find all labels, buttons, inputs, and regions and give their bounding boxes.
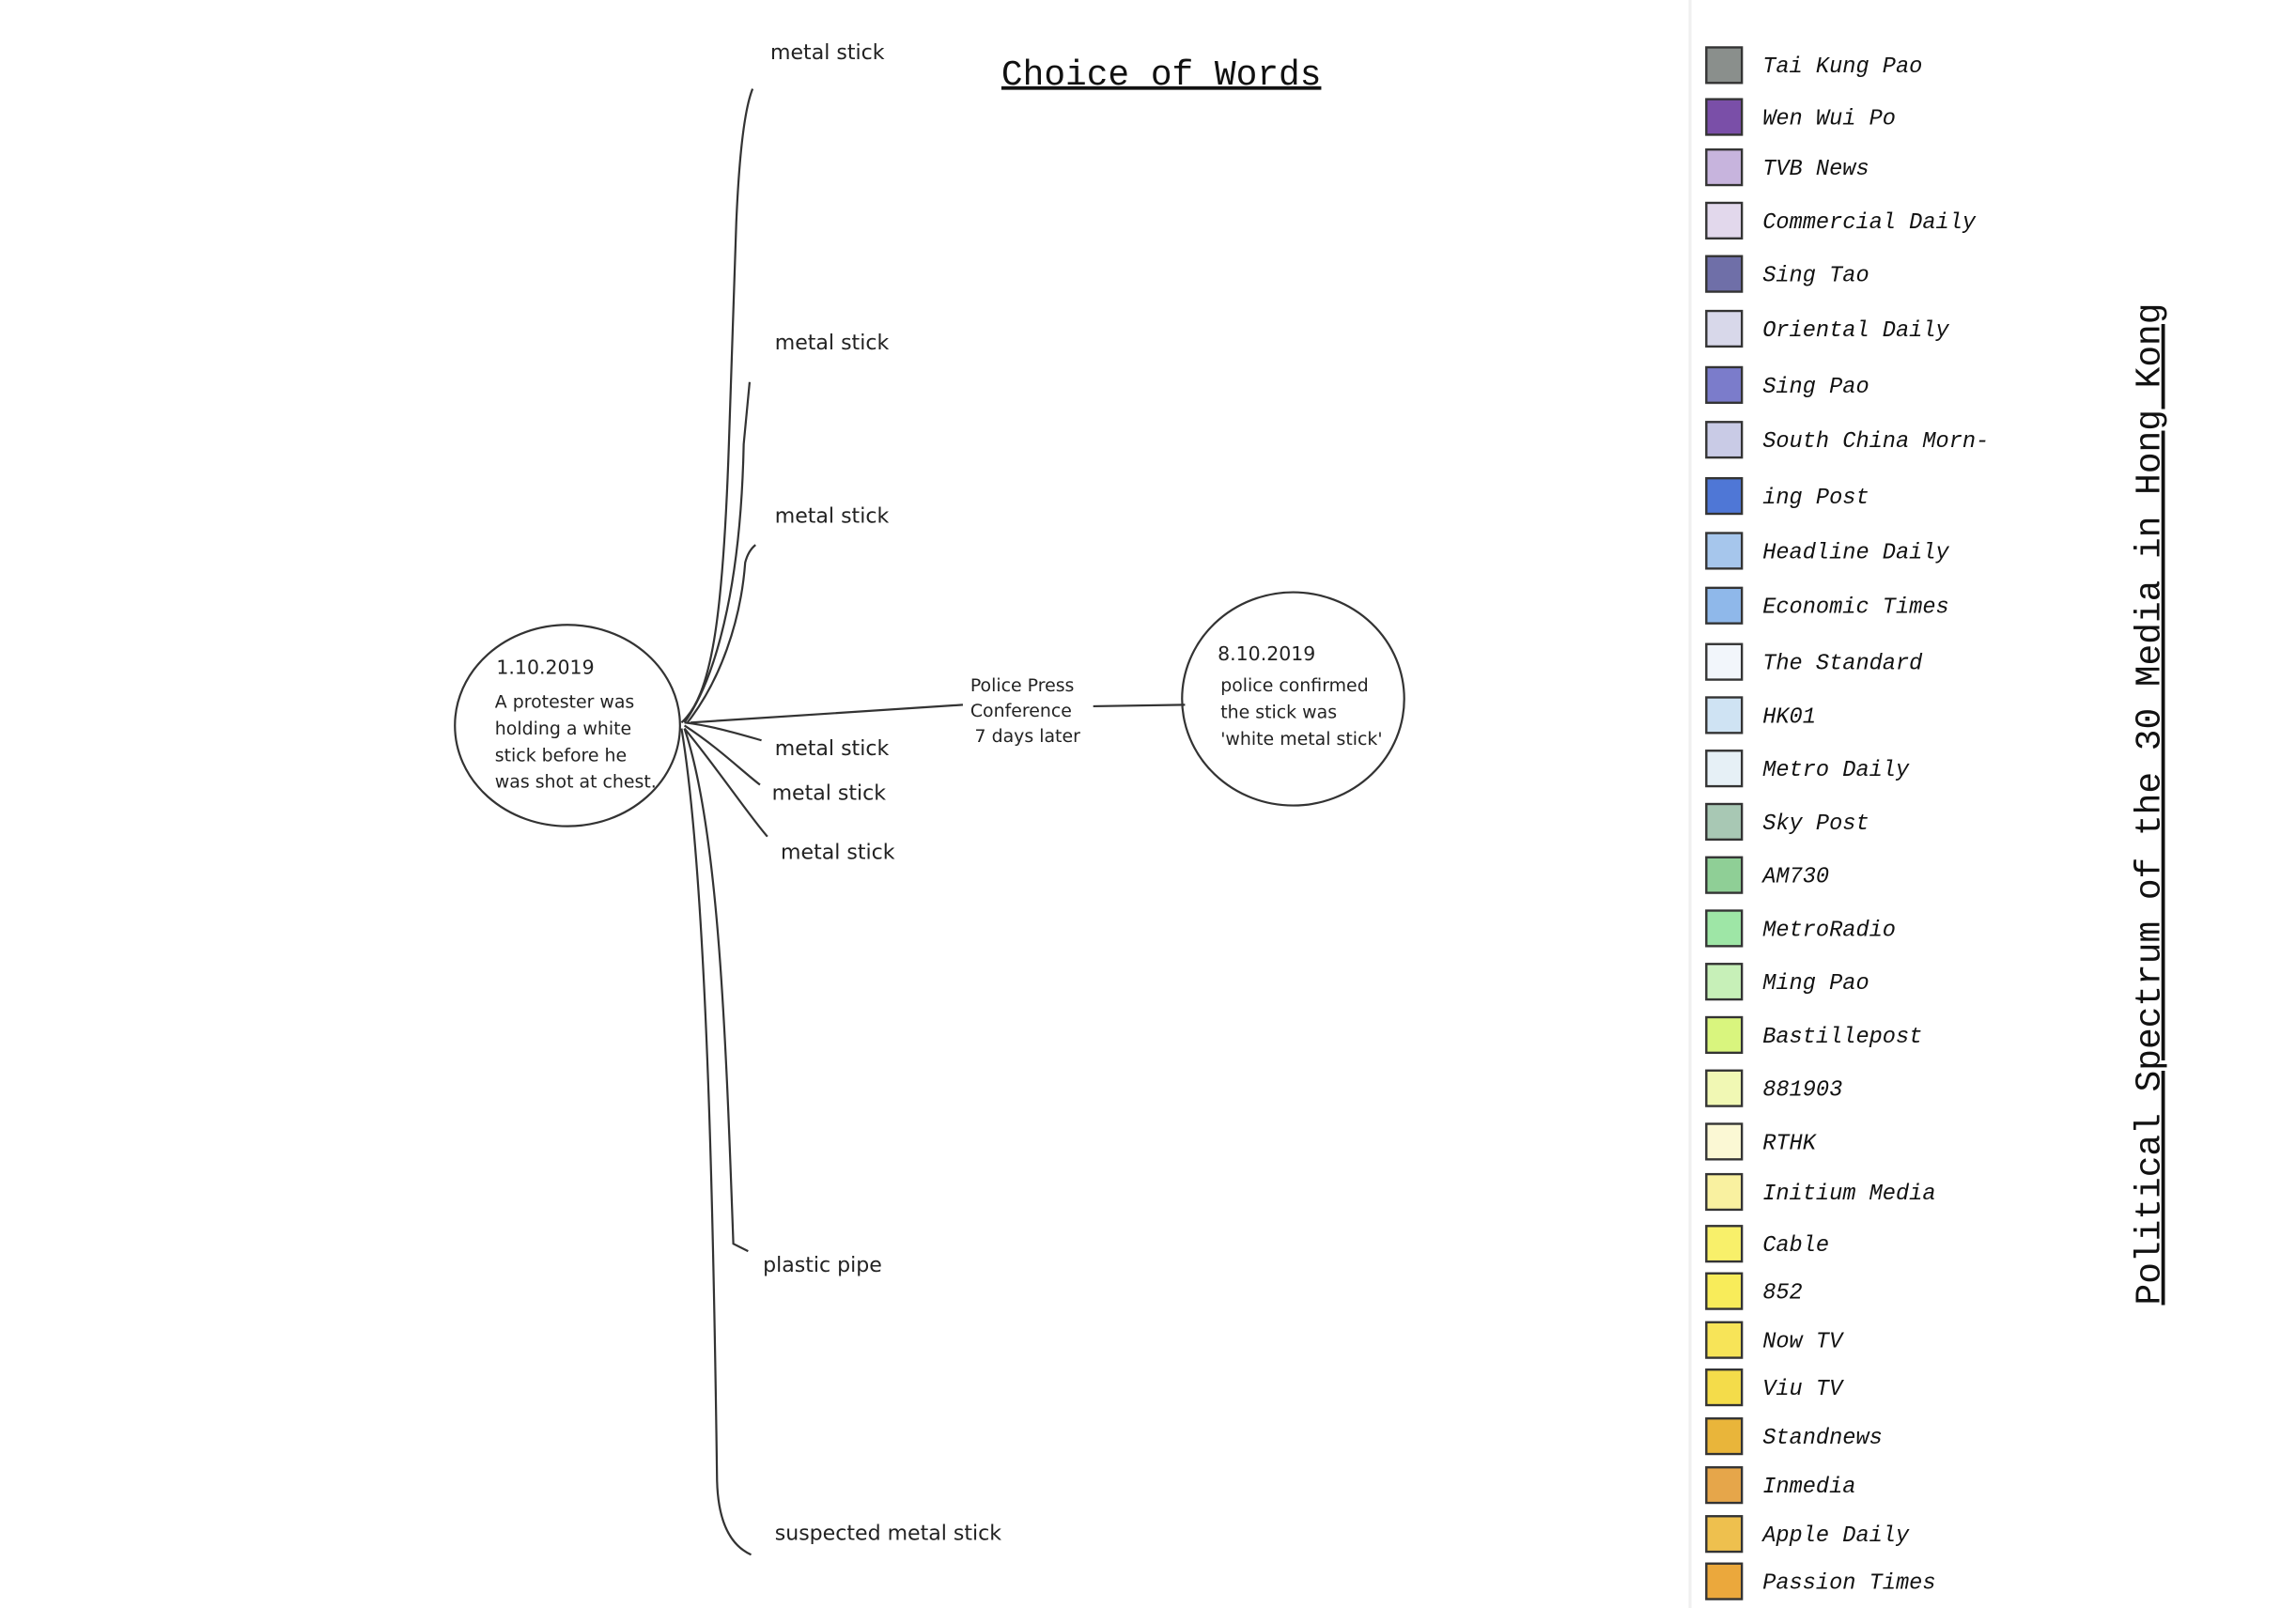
- legend-swatch: [1705, 963, 1744, 1001]
- legend-label: Headline Daily: [1762, 540, 1949, 565]
- legend-label: Metro Daily: [1762, 758, 1910, 783]
- branch-line: [684, 721, 762, 742]
- legend-title: Political Spectrum of the 30 Media in Ho…: [2132, 303, 2171, 1306]
- edge-line: [690, 704, 1186, 724]
- confirmation-text: police confirmed: [1220, 675, 1368, 696]
- legend-label: Commercial Daily: [1762, 210, 1977, 236]
- confirmation-text: 'white metal stick': [1220, 729, 1382, 750]
- legend-label: Initium Media: [1762, 1182, 1935, 1207]
- legend-label: RTHK: [1762, 1131, 1818, 1156]
- legend-label: The Standard: [1762, 652, 1923, 677]
- event-text: A protester was: [495, 692, 635, 713]
- legend-swatch: [1705, 148, 1744, 187]
- edge-label: 7 days later: [975, 726, 1081, 747]
- edge-label: Police Press: [970, 675, 1075, 696]
- legend-swatch: [1705, 255, 1744, 293]
- legend-label: Viu TV: [1762, 1377, 1844, 1402]
- legend-swatch: [1705, 365, 1744, 404]
- branch-label: plastic pipe: [763, 1254, 882, 1277]
- branch-line: [680, 728, 752, 1556]
- legend-swatch: [1705, 477, 1744, 516]
- legend-swatch: [1705, 1562, 1744, 1600]
- legend-label: Inmedia: [1762, 1475, 1855, 1500]
- legend-label: Apple Daily: [1761, 1523, 1910, 1549]
- confirmation-text: the stick was: [1220, 703, 1337, 723]
- legend-swatch: [1705, 1368, 1744, 1407]
- branch-label: metal stick: [775, 737, 890, 761]
- legend-swatch: [1705, 1069, 1744, 1107]
- legend-label: Tai Kung Pao: [1762, 54, 1922, 80]
- event-text: stick before he: [495, 745, 627, 765]
- branch-line: [686, 544, 756, 723]
- legend-swatch: [1705, 532, 1744, 570]
- branch-line: [683, 728, 749, 1253]
- legend-label: Wen Wui Po: [1762, 106, 1896, 131]
- legend-label: Ming Pao: [1762, 971, 1869, 997]
- legend-swatch: [1705, 309, 1744, 348]
- event-text: was shot at chest.: [495, 772, 657, 793]
- connectors: [454, 88, 1405, 1556]
- legend-swatch: [1705, 750, 1744, 788]
- legend-swatch: [1705, 1015, 1744, 1055]
- legend-label: Now TV: [1762, 1330, 1844, 1355]
- legend-swatch: [1705, 1515, 1744, 1554]
- legend-swatch: [1705, 46, 1744, 85]
- branch-line: [683, 724, 761, 786]
- branch-label: metal stick: [775, 504, 890, 528]
- branch-line: [683, 727, 768, 838]
- branch-label: metal stick: [772, 781, 887, 805]
- legend-swatch: [1705, 1466, 1744, 1505]
- legend-swatch: [1705, 696, 1744, 734]
- legend-label: MetroRadio: [1762, 918, 1896, 943]
- legend-label: Sing Tao: [1762, 264, 1869, 289]
- legend-swatch: [1705, 201, 1744, 240]
- legend-swatch: [1705, 1225, 1744, 1263]
- legend-label: Bastillepost: [1762, 1025, 1922, 1050]
- legend-label: 881903: [1762, 1078, 1842, 1104]
- title: Choice of Words: [1001, 56, 1322, 96]
- legend-swatch: [1705, 1417, 1744, 1456]
- legend-label: Sky Post: [1762, 812, 1869, 837]
- legend-swatch: [1705, 802, 1744, 842]
- branch-label: metal stick: [781, 841, 895, 864]
- edge-label: Conference: [970, 701, 1072, 721]
- legend-label: 852: [1762, 1281, 1803, 1306]
- legend-label: AM730: [1761, 865, 1829, 890]
- legend-swatch: [1705, 421, 1744, 459]
- legend-label: Sing Pao: [1762, 375, 1869, 400]
- legend-label: TVB News: [1762, 157, 1869, 182]
- legend-swatch: [1705, 856, 1744, 894]
- event-date: 1.10.2019: [496, 656, 594, 678]
- branch-line: [683, 381, 752, 723]
- legend-label: South China Morn-: [1762, 429, 1989, 455]
- legend-swatch: [1705, 642, 1744, 681]
- legend-swatch: [1705, 586, 1744, 625]
- confirmation-node: [1181, 591, 1405, 807]
- branch-label: metal stick: [770, 41, 885, 65]
- branch-label: metal stick: [775, 332, 890, 355]
- legend-label: Standnews: [1762, 1426, 1883, 1451]
- legend-swatch: [1705, 909, 1744, 948]
- event-node: [454, 624, 681, 827]
- legend-swatch: [1705, 1321, 1744, 1359]
- legend-swatch: [1705, 1172, 1744, 1212]
- legend-swatch: [1705, 1272, 1744, 1310]
- legend-label: ing Post: [1762, 486, 1869, 511]
- event-text: holding a white: [495, 719, 631, 739]
- legend-label: HK01: [1762, 704, 1816, 730]
- legend-label: Oriental Daily: [1762, 318, 1949, 344]
- confirmation-date: 8.10.2019: [1218, 642, 1315, 665]
- legend-label: Economic Times: [1762, 595, 1948, 621]
- divider: [1688, 0, 1692, 1608]
- legend-label: Cable: [1762, 1233, 1829, 1259]
- legend-label: Passion Times: [1762, 1571, 1935, 1597]
- branch-label: suspected metal stick: [775, 1522, 1002, 1545]
- legend-swatch: [1705, 98, 1744, 136]
- legend-swatch: [1705, 1122, 1744, 1161]
